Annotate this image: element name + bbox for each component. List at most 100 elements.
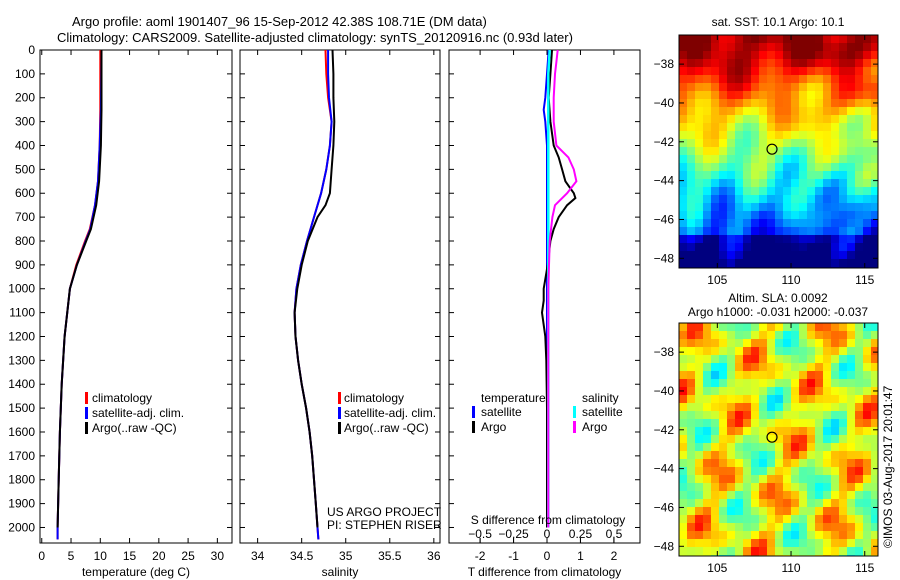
map-cell — [743, 371, 751, 379]
map-cell — [855, 51, 863, 59]
map-cell — [687, 531, 695, 539]
map-cell — [743, 515, 751, 523]
map-cell — [711, 411, 719, 419]
map-cell — [791, 107, 799, 115]
map-cell — [727, 227, 735, 235]
map-cell — [831, 499, 839, 507]
map-cell — [847, 371, 855, 379]
map-cell — [687, 483, 695, 491]
map-cell — [727, 507, 735, 515]
map-cell — [727, 139, 735, 147]
map-cell — [855, 131, 863, 139]
map-cell — [823, 523, 831, 531]
map-cell — [791, 379, 799, 387]
map-cell — [695, 75, 703, 83]
map-cell — [735, 403, 743, 411]
map-cell — [799, 227, 807, 235]
map-cell — [815, 379, 823, 387]
map-cell — [839, 99, 847, 107]
map-cell — [719, 75, 727, 83]
map-cell — [847, 147, 855, 155]
map-cell — [679, 227, 687, 235]
map-frame — [678, 34, 879, 269]
map-cell — [775, 163, 783, 171]
map-cell — [823, 51, 831, 59]
map-cell — [807, 419, 815, 427]
map-cell — [775, 35, 783, 43]
map-cell — [767, 523, 775, 531]
map-cell — [679, 171, 687, 179]
map-cell — [759, 387, 767, 395]
map-cell — [791, 339, 799, 347]
map-cell — [695, 123, 703, 131]
map-cell — [839, 483, 847, 491]
map-cell — [839, 187, 847, 195]
map-cell — [751, 171, 759, 179]
map-cell — [847, 51, 855, 59]
map-cell — [695, 395, 703, 403]
map-cell — [679, 403, 687, 411]
map-cell — [695, 171, 703, 179]
map-cell — [855, 227, 863, 235]
map-cell — [799, 323, 807, 331]
map-cell — [719, 59, 727, 67]
map-cell — [783, 507, 791, 515]
map-cell — [831, 443, 839, 451]
map-cell — [831, 139, 839, 147]
map-cell — [719, 211, 727, 219]
map-cell — [743, 235, 751, 243]
map-cell — [767, 395, 775, 403]
map-cell — [679, 243, 687, 251]
map-cell — [711, 251, 719, 259]
map-cell — [759, 331, 767, 339]
map-cell — [807, 43, 815, 51]
map-cell — [855, 387, 863, 395]
map-cell — [775, 211, 783, 219]
map-cell — [751, 539, 759, 547]
map-cell — [823, 243, 831, 251]
map-cell — [679, 419, 687, 427]
map-cell — [687, 339, 695, 347]
map-cell — [767, 235, 775, 243]
map-cell — [815, 451, 823, 459]
map-cell — [791, 43, 799, 51]
map-cell — [679, 219, 687, 227]
map-cell — [823, 331, 831, 339]
map-cell — [799, 491, 807, 499]
map-cell — [735, 99, 743, 107]
map-cell — [679, 331, 687, 339]
map-cell — [679, 347, 687, 355]
map-cell — [719, 363, 727, 371]
s-tick-label: 0 — [544, 527, 551, 541]
map-cell — [799, 123, 807, 131]
map-cell — [727, 363, 735, 371]
map-cell — [791, 131, 799, 139]
map-cell — [703, 251, 711, 259]
map-cell — [703, 347, 711, 355]
map-cell — [871, 371, 878, 379]
map-cell — [687, 363, 695, 371]
legend-swatch — [472, 421, 475, 433]
map-cell — [775, 419, 783, 427]
map-cell — [799, 59, 807, 67]
map-cell — [863, 539, 871, 547]
map-cell — [799, 499, 807, 507]
map-cell — [799, 539, 807, 547]
map-cell — [751, 339, 759, 347]
map-cell — [823, 123, 831, 131]
map-cell — [791, 403, 799, 411]
legend-swatch — [573, 421, 576, 433]
map-cell — [791, 203, 799, 211]
map-cell — [751, 99, 759, 107]
map-cell — [839, 363, 847, 371]
map-cell — [743, 83, 751, 91]
map-cell — [791, 499, 799, 507]
map-cell — [711, 171, 719, 179]
map-cell — [863, 195, 871, 203]
map-cell — [863, 419, 871, 427]
map-cell — [687, 467, 695, 475]
map-cell — [687, 235, 695, 243]
map-cell — [687, 251, 695, 259]
map-cell — [743, 163, 751, 171]
map-cell — [767, 451, 775, 459]
